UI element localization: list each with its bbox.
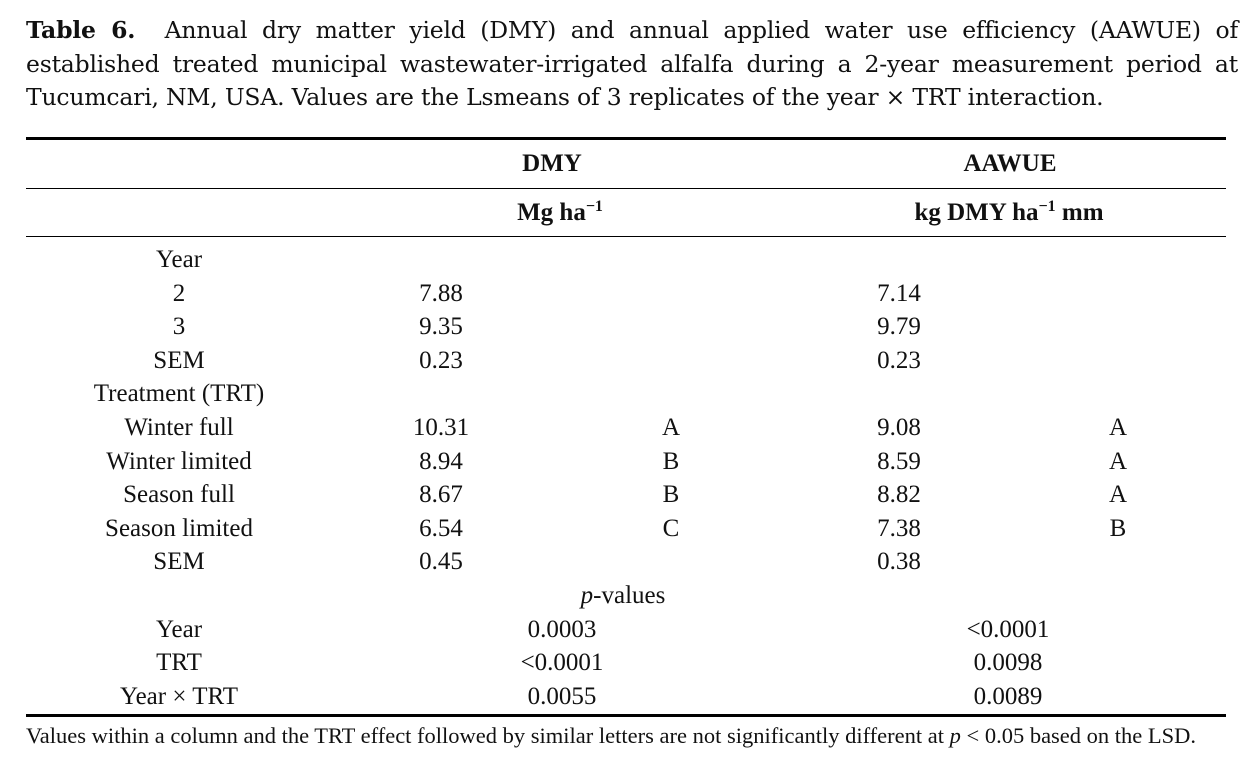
pvalues-rest: -values — [593, 582, 666, 609]
aawue-unit-base: kg DMY ha — [914, 199, 1039, 226]
cell-dmy: 0.23 — [419, 346, 463, 374]
caption-text: Annual dry matter yield (DMY) and annual… — [26, 16, 1238, 111]
cell-aawue: 7.14 — [877, 279, 921, 307]
cell-aawue: 7.38 — [877, 514, 921, 542]
section-label-year: Year — [155, 246, 203, 273]
row-label: 2 — [172, 279, 186, 307]
cell-p-aawue: 0.0098 — [973, 649, 1043, 677]
row-label: Winter limited — [106, 447, 252, 475]
section-label-treatment: Treatment (TRT) — [93, 380, 265, 408]
cell-aawue-letter: A — [1108, 447, 1128, 475]
cell-p-aawue: 0.0089 — [973, 682, 1043, 710]
cell-dmy: 8.67 — [419, 481, 463, 509]
table-footnote: Values within a column and the TRT effec… — [26, 721, 1231, 750]
cell-dmy-letter: C — [662, 514, 680, 542]
aawue-unit-exp: −1 — [1038, 198, 1056, 215]
cell-p-dmy: 0.0055 — [527, 682, 597, 710]
cell-dmy: 6.54 — [419, 514, 463, 542]
cell-dmy: 7.88 — [419, 279, 463, 307]
cell-p-aawue: <0.0001 — [966, 615, 1050, 643]
cell-aawue: 9.79 — [877, 313, 921, 341]
footnote-p: p — [949, 723, 961, 748]
cell-aawue: 0.23 — [877, 346, 921, 374]
pvalues-p: p — [580, 582, 594, 609]
row-label: Year — [155, 615, 203, 643]
footnote-text-end: < 0.05 based on the LSD. — [960, 723, 1197, 748]
bottom-rule — [26, 714, 1226, 717]
header-dmy: DMY — [522, 150, 582, 177]
cell-dmy: 8.94 — [419, 447, 463, 475]
row-label: Year × TRT — [120, 682, 238, 710]
cell-aawue-letter: A — [1108, 481, 1128, 509]
cell-dmy-letter: B — [662, 447, 680, 475]
cell-aawue: 9.08 — [877, 414, 921, 441]
header-rule-1 — [26, 188, 1226, 190]
row-label: Season full — [123, 481, 235, 509]
footnote-text: Values within a column and the TRT effec… — [26, 723, 950, 748]
row-label: TRT — [156, 649, 202, 677]
cell-aawue-letter: B — [1109, 514, 1127, 542]
row-label: Winter full — [124, 414, 234, 441]
cell-dmy: 10.31 — [412, 414, 470, 441]
cell-aawue-letter: A — [1108, 414, 1128, 441]
cell-aawue: 8.59 — [877, 447, 921, 475]
header-dmy-unit: Mg ha−1 — [517, 198, 603, 228]
cell-aawue: 8.82 — [877, 481, 921, 509]
row-label: SEM — [153, 346, 205, 374]
row-label: 3 — [172, 313, 186, 341]
table-caption: Table 6. Annual dry matter yield (DMY) a… — [26, 14, 1238, 115]
header-aawue: AAWUE — [963, 150, 1057, 177]
section-label-pvalues: p-values — [581, 581, 666, 611]
cell-p-dmy: <0.0001 — [520, 649, 604, 677]
row-label: SEM — [153, 548, 205, 576]
aawue-unit-tail: mm — [1055, 199, 1104, 226]
cell-dmy: 9.35 — [419, 313, 463, 341]
cell-dmy-letter: B — [662, 481, 680, 509]
header-rule-2 — [26, 236, 1226, 238]
cell-dmy: 0.45 — [419, 548, 463, 576]
dmy-unit-exp: −1 — [585, 198, 603, 215]
row-label: Season limited — [105, 514, 253, 542]
table-label: Table 6. — [26, 16, 136, 44]
cell-dmy-letter: A — [661, 414, 681, 441]
header-aawue-unit: kg DMY ha−1 mm — [914, 198, 1103, 228]
cell-p-dmy: 0.0003 — [527, 615, 597, 643]
cell-aawue: 0.38 — [877, 548, 921, 576]
top-rule — [26, 137, 1226, 140]
dmy-unit-base: Mg ha — [517, 199, 586, 226]
